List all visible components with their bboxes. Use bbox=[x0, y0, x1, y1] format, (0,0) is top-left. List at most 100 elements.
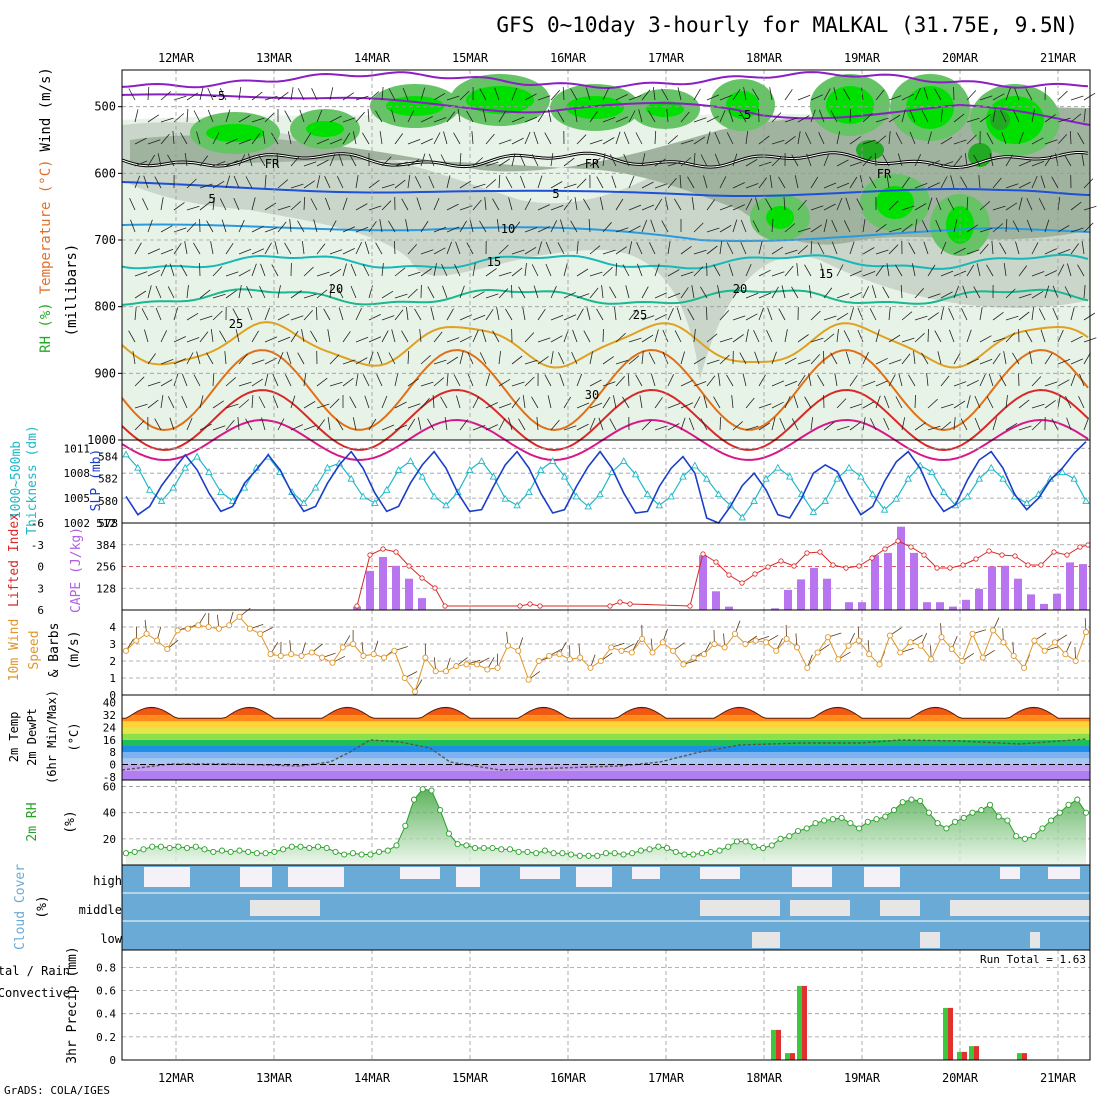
footer-credit: GrADS: COLA/IGES bbox=[4, 1084, 110, 1097]
cloud-clear-middle bbox=[250, 900, 320, 916]
wind-barbs bbox=[126, 608, 1086, 692]
li-tick-label: 0 bbox=[37, 561, 44, 574]
rh-marker bbox=[1031, 834, 1036, 839]
rh-marker bbox=[324, 845, 329, 850]
side-label-part: (m/s) bbox=[67, 630, 82, 669]
wind-speed-marker bbox=[567, 657, 572, 662]
convective-precip-bar bbox=[790, 1053, 795, 1060]
side-label: (m/s) bbox=[67, 630, 82, 669]
temperature-band bbox=[122, 771, 1090, 780]
wind-speed-marker bbox=[412, 689, 417, 694]
rh-marker bbox=[699, 851, 704, 856]
wind-speed-marker bbox=[165, 647, 170, 652]
temperature-tick-label: 32 bbox=[103, 709, 116, 722]
cloud-clear-high bbox=[240, 867, 272, 887]
pressure-tick-label: 500 bbox=[94, 100, 116, 114]
cape-bar bbox=[884, 553, 892, 610]
cloud-clear-high bbox=[456, 867, 480, 887]
slp-tick-label: 1011 bbox=[64, 442, 91, 455]
total-precip-bar bbox=[771, 1030, 776, 1060]
lifted-index-marker bbox=[818, 550, 822, 554]
cape-bar bbox=[975, 589, 983, 610]
rh-marker bbox=[891, 808, 896, 813]
side-label-part: (6hr Min/Max) bbox=[45, 690, 59, 784]
side-label-part: SLP (mb) bbox=[89, 449, 104, 512]
rh-marker bbox=[743, 839, 748, 844]
warm-bands bbox=[122, 695, 1090, 721]
side-label: (°C) bbox=[67, 723, 81, 752]
rh-marker bbox=[926, 810, 931, 815]
thickness-marker bbox=[431, 493, 437, 499]
wind-speed-marker bbox=[154, 638, 159, 643]
rh-marker bbox=[342, 852, 347, 857]
bottom-date-label: 14MAR bbox=[354, 1071, 391, 1085]
cape-bar bbox=[1001, 566, 1009, 610]
total-precip-bar bbox=[957, 1052, 962, 1060]
side-label: CAPE (J/kg) bbox=[69, 527, 84, 613]
cape-bar bbox=[962, 600, 970, 610]
rh-marker bbox=[1066, 802, 1071, 807]
wind-speed-marker bbox=[402, 675, 407, 680]
lifted-index-marker bbox=[1078, 545, 1082, 549]
rh-marker bbox=[464, 843, 469, 848]
rh-marker bbox=[717, 848, 722, 853]
wind-speed-marker bbox=[196, 623, 201, 628]
wind-speed-marker bbox=[1001, 640, 1006, 645]
side-label-group: CAPE (J/kg) bbox=[69, 527, 84, 613]
rh-marker bbox=[1014, 834, 1019, 839]
rh-marker bbox=[621, 852, 626, 857]
wind-speed-marker bbox=[1052, 640, 1057, 645]
lifted-index-marker bbox=[896, 539, 900, 543]
lifted-index-marker bbox=[961, 563, 965, 567]
rh-marker bbox=[883, 814, 888, 819]
temperature-band bbox=[122, 721, 1090, 727]
rh-marker bbox=[1022, 836, 1027, 841]
wind-speed-marker bbox=[206, 624, 211, 629]
side-label: Cloud Cover bbox=[13, 864, 28, 950]
precip-tick-label: 0 bbox=[109, 1054, 116, 1067]
lifted-index-marker bbox=[714, 560, 718, 564]
wind-speed-marker bbox=[1022, 665, 1027, 670]
precip-bars bbox=[771, 986, 1027, 1060]
cape-bar bbox=[418, 598, 426, 610]
thickness-marker bbox=[573, 493, 579, 499]
rh-marker bbox=[490, 845, 495, 850]
cape-bar bbox=[858, 602, 866, 610]
wind-speed-marker bbox=[640, 636, 645, 641]
contour-label: 15 bbox=[819, 267, 833, 281]
thickness-marker bbox=[194, 454, 200, 460]
lifted-index-marker bbox=[740, 581, 744, 585]
thickness-marker bbox=[170, 485, 176, 491]
thickness-marker bbox=[526, 489, 532, 495]
lifted-index-marker bbox=[831, 563, 835, 567]
wind-speed-marker bbox=[144, 631, 149, 636]
cape-bar bbox=[823, 579, 831, 610]
rh-marker bbox=[813, 821, 818, 826]
upper-wind-barb bbox=[603, 329, 604, 342]
rh-marker bbox=[656, 844, 661, 849]
side-label-part: CAPE (J/kg) bbox=[69, 527, 84, 613]
side-label-group: (°C) bbox=[67, 723, 81, 752]
wind-speed-marker bbox=[361, 653, 366, 658]
thickness-marker bbox=[822, 498, 828, 504]
contour-label: 25 bbox=[633, 308, 647, 322]
side-label: (6hr Min/Max) bbox=[45, 690, 59, 784]
wind-speed-marker bbox=[588, 665, 593, 670]
bottom-date-label: 13MAR bbox=[256, 1071, 293, 1085]
side-label: 2m Temp bbox=[7, 712, 21, 763]
rh-marker bbox=[455, 842, 460, 847]
convective-precip-bar bbox=[1022, 1053, 1027, 1060]
rh-marker bbox=[193, 844, 198, 849]
cloud-cover-fill bbox=[122, 865, 1090, 950]
cape-bar bbox=[910, 553, 918, 610]
wind-speed-marker bbox=[908, 640, 913, 645]
cape-bar bbox=[366, 571, 374, 610]
side-label-part: (%) bbox=[63, 810, 78, 833]
precip-axis: 0.80.60.40.20 bbox=[96, 961, 116, 1067]
rh-marker bbox=[848, 821, 853, 826]
rh-marker bbox=[551, 851, 556, 856]
rh-marker bbox=[167, 845, 172, 850]
